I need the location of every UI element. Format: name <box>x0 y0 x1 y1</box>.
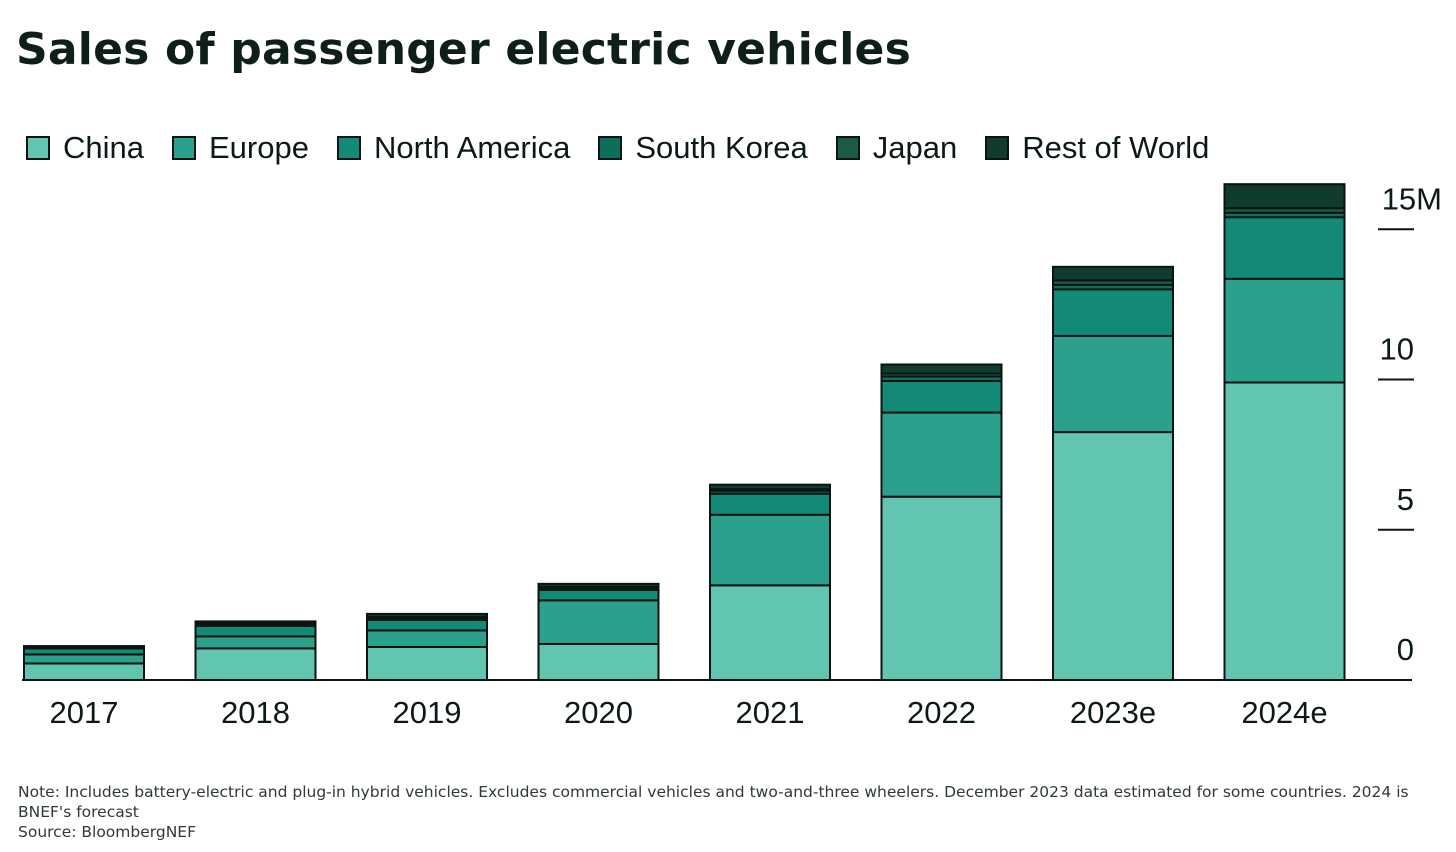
chart-title: Sales of passenger electric vehicles <box>16 24 911 75</box>
footer: Note: Includes battery-electric and plug… <box>18 782 1454 842</box>
legend-item-japan: Japan <box>835 130 958 166</box>
x-tick-label-2022: 2022 <box>907 695 976 730</box>
bar-2019-europe <box>366 629 488 648</box>
x-tick-label-2020: 2020 <box>564 695 633 730</box>
bar-2018-china <box>194 647 317 682</box>
bar-2021-rest-of-world <box>709 483 831 491</box>
bar-2020-rest-of-world <box>537 582 660 588</box>
y-tick-label-15m: 15M <box>1382 181 1442 216</box>
chart-source: Source: BloombergNEF <box>18 823 197 841</box>
legend-item-south-korea: South Korea <box>598 130 808 166</box>
bar-2021-europe <box>709 513 831 587</box>
x-tick-label-2017: 2017 <box>50 695 119 730</box>
bar-2024e-china <box>1223 381 1346 681</box>
legend-swatch-japan <box>835 136 860 160</box>
bar-2017-china <box>23 662 145 681</box>
x-tick-label-2019: 2019 <box>393 695 462 730</box>
y-tick-label-5: 5 <box>1397 482 1414 517</box>
bar-2022-rest-of-world <box>880 363 1003 375</box>
legend-item-north-america: North America <box>336 130 571 166</box>
stacked-bar-chart: 2017 2018 2019 2020 2021 2022 2023e 2024e 0 5 10 15… <box>22 181 1442 730</box>
chart-note: Note: Includes battery-electric and plug… <box>18 783 1409 821</box>
bar-2017-rest-of-world <box>23 645 145 648</box>
legend-item-europe: Europe <box>172 130 309 166</box>
legend-label-europe: Europe <box>209 130 309 165</box>
bar-2024e-europe <box>1223 277 1346 384</box>
legend-item-china: China <box>26 130 144 166</box>
bar-2023e-china <box>1052 431 1174 681</box>
bar-2022-europe <box>880 411 1003 498</box>
legend-swatch-south-korea <box>598 136 623 160</box>
bar-2023e-north-america <box>1052 288 1174 337</box>
bar-2017-europe <box>23 653 145 665</box>
bar-2018-europe <box>194 635 317 650</box>
legend-label-north-america: North America <box>373 130 571 165</box>
x-tick-label-2024e: 2024e <box>1241 695 1327 730</box>
bar-2020-china <box>537 642 660 682</box>
y-tick-label-10: 10 <box>1380 332 1414 367</box>
bar-2024e-rest-of-world <box>1223 183 1346 210</box>
x-tick-label-2021: 2021 <box>736 695 805 730</box>
y-tick-label-0: 0 <box>1397 632 1414 667</box>
bar-2019-china <box>366 645 488 682</box>
bar-2019-rest-of-world <box>366 612 488 618</box>
legend-swatch-rest-of-world <box>985 136 1010 160</box>
bar-2018-rest-of-world <box>194 620 317 624</box>
legend-label-japan: Japan <box>872 130 958 165</box>
legend-swatch-china <box>26 136 50 160</box>
bar-2022-china <box>880 495 1003 681</box>
bar-2020-europe <box>537 599 660 645</box>
bar-2023e-europe <box>1052 334 1174 434</box>
bar-2019-north-america <box>366 618 488 632</box>
legend-label-china: China <box>63 130 144 165</box>
legend-label-rest-of-world: Rest of World <box>1022 130 1210 165</box>
legend-label-south-korea: South Korea <box>635 130 808 165</box>
legend: China Europe North America South Korea Japan… <box>26 130 1237 166</box>
bar-2018-north-america <box>194 624 317 638</box>
bar-2024e-north-america <box>1223 216 1346 280</box>
bar-2022-north-america <box>880 380 1003 414</box>
bar-2021-north-america <box>709 492 831 516</box>
x-tick-label-2023e: 2023e <box>1070 695 1156 730</box>
legend-swatch-europe <box>172 136 196 160</box>
x-tick-label-2018: 2018 <box>221 695 290 730</box>
bar-2021-china <box>709 584 831 682</box>
bar-2023e-rest-of-world <box>1052 265 1174 282</box>
legend-item-rest-of-world: Rest of World <box>985 130 1209 166</box>
legend-swatch-north-america <box>336 136 361 160</box>
bar-2020-north-america <box>537 588 660 602</box>
